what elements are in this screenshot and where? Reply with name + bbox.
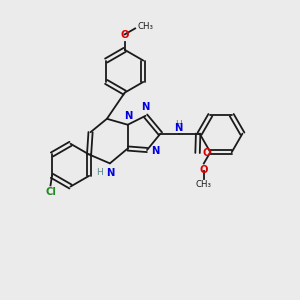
Text: N: N	[124, 111, 133, 121]
Text: O: O	[200, 165, 208, 175]
Text: N: N	[106, 168, 114, 178]
Text: O: O	[202, 148, 211, 158]
Text: O: O	[121, 30, 129, 40]
Text: CH₃: CH₃	[196, 180, 212, 189]
Text: CH₃: CH₃	[137, 22, 153, 32]
Text: H: H	[97, 168, 103, 177]
Text: N: N	[151, 146, 160, 157]
Text: N: N	[174, 123, 182, 133]
Text: N: N	[141, 102, 150, 112]
Text: H: H	[175, 120, 182, 129]
Text: Cl: Cl	[45, 187, 56, 197]
